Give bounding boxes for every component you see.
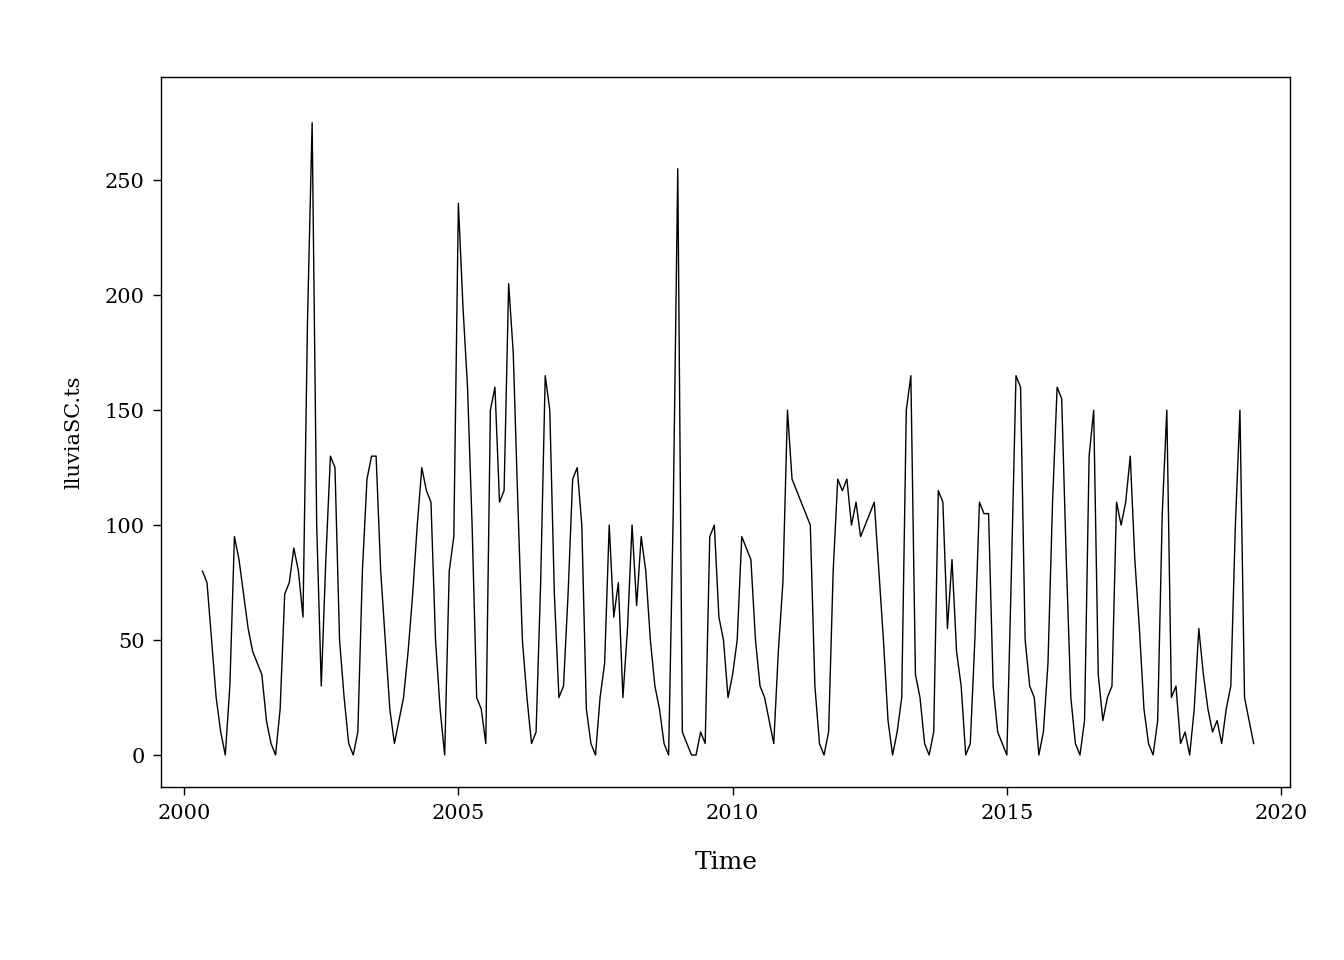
Y-axis label: lluviaSC.ts: lluviaSC.ts (65, 375, 83, 489)
X-axis label: Time: Time (695, 851, 757, 874)
